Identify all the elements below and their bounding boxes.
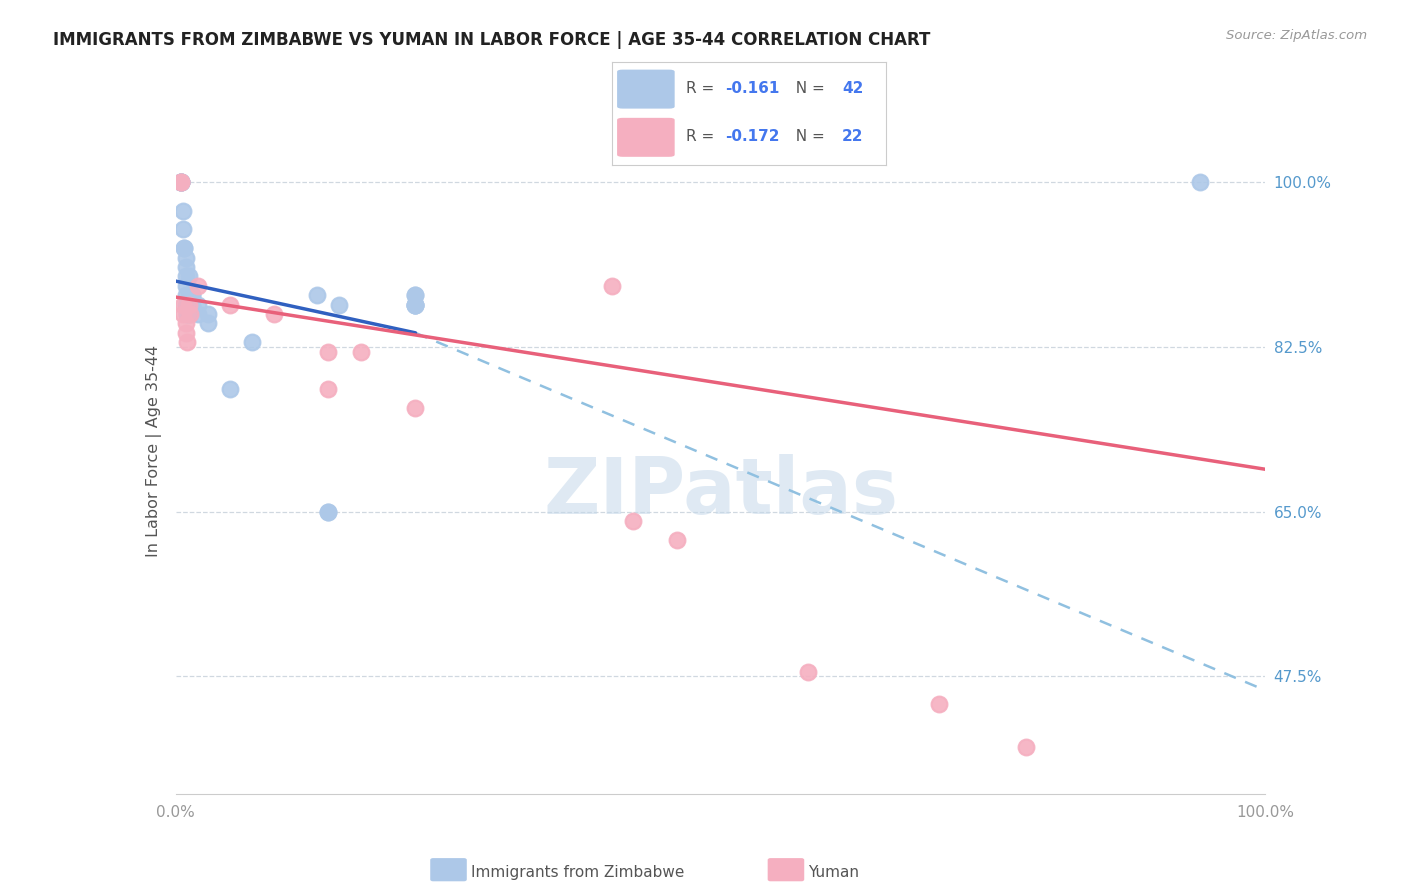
Point: [176, 307, 198, 321]
Point: [318, 505, 340, 519]
Point: [177, 269, 200, 284]
Text: ZIPatlas: ZIPatlas: [543, 454, 898, 530]
Point: [179, 307, 201, 321]
Point: [174, 260, 197, 274]
Point: [181, 298, 204, 312]
Point: [174, 288, 197, 302]
Point: [328, 298, 350, 312]
Point: [174, 251, 197, 265]
Point: [186, 298, 209, 312]
Text: R =: R =: [686, 129, 718, 145]
Point: [1189, 175, 1212, 189]
Point: [405, 298, 427, 312]
Text: IMMIGRANTS FROM ZIMBABWE VS YUMAN IN LABOR FORCE | AGE 35-44 CORRELATION CHART: IMMIGRANTS FROM ZIMBABWE VS YUMAN IN LAB…: [53, 31, 931, 49]
Point: [170, 175, 193, 189]
Point: [350, 344, 373, 359]
Point: [176, 298, 198, 312]
Point: [172, 203, 194, 218]
Point: [240, 335, 263, 350]
Point: [186, 278, 209, 293]
Point: [177, 298, 200, 312]
Point: [174, 298, 197, 312]
Point: [172, 298, 194, 312]
Point: [174, 326, 197, 340]
Point: [219, 298, 242, 312]
Point: [318, 382, 340, 396]
Point: [263, 307, 285, 321]
Point: [405, 298, 427, 312]
Point: [172, 222, 194, 236]
Point: [170, 175, 193, 189]
Point: [181, 288, 204, 302]
Text: R =: R =: [686, 81, 718, 96]
Point: [179, 307, 201, 321]
Text: Yuman: Yuman: [808, 865, 859, 880]
Point: [405, 298, 427, 312]
Point: [666, 533, 689, 547]
Text: -0.161: -0.161: [725, 81, 780, 96]
Text: Immigrants from Zimbabwe: Immigrants from Zimbabwe: [471, 865, 685, 880]
FancyBboxPatch shape: [617, 118, 675, 157]
Point: [621, 514, 644, 528]
Y-axis label: In Labor Force | Age 35-44: In Labor Force | Age 35-44: [146, 344, 162, 557]
Point: [405, 298, 427, 312]
Point: [170, 175, 193, 189]
Point: [600, 278, 623, 293]
Point: [173, 241, 195, 255]
Text: -0.172: -0.172: [725, 129, 780, 145]
Point: [172, 307, 194, 321]
Point: [170, 175, 193, 189]
Point: [181, 288, 204, 302]
Point: [197, 307, 219, 321]
Point: [174, 278, 197, 293]
Point: [176, 335, 198, 350]
Text: 22: 22: [842, 129, 863, 145]
Point: [197, 317, 219, 331]
Text: N =: N =: [786, 129, 830, 145]
Point: [796, 665, 818, 679]
Point: [174, 317, 197, 331]
Point: [170, 175, 193, 189]
Point: [307, 288, 329, 302]
Point: [1015, 739, 1038, 754]
Point: [177, 288, 200, 302]
Point: [219, 382, 242, 396]
Point: [318, 505, 340, 519]
FancyBboxPatch shape: [617, 70, 675, 109]
Point: [318, 344, 340, 359]
Point: [405, 288, 427, 302]
Text: Source: ZipAtlas.com: Source: ZipAtlas.com: [1226, 29, 1367, 42]
Point: [186, 307, 209, 321]
Point: [170, 175, 193, 189]
Point: [173, 241, 195, 255]
Point: [405, 288, 427, 302]
Text: N =: N =: [786, 81, 830, 96]
Text: 42: 42: [842, 81, 863, 96]
Point: [928, 698, 950, 712]
Point: [170, 175, 193, 189]
Point: [405, 401, 427, 416]
Point: [179, 298, 201, 312]
Point: [176, 307, 198, 321]
Point: [174, 269, 197, 284]
